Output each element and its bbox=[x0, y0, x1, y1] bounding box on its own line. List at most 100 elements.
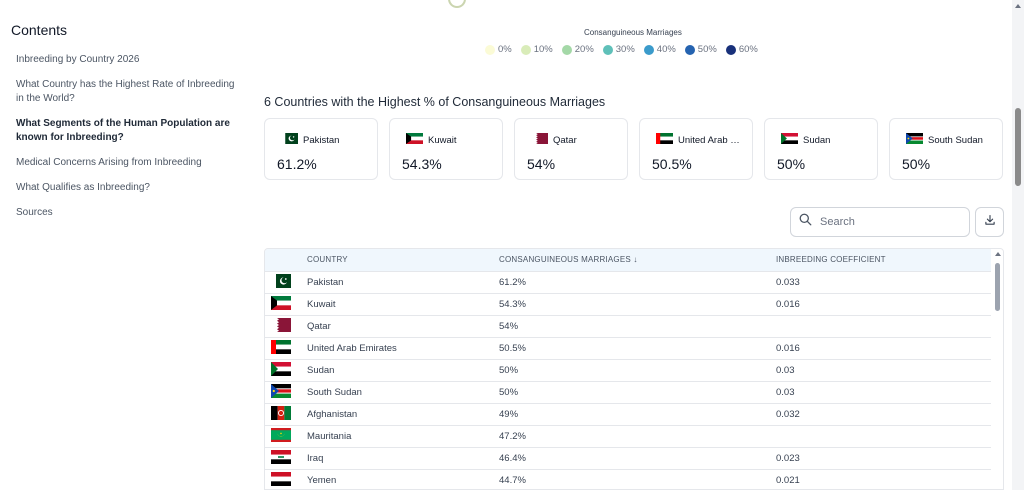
toc-link-4[interactable]: Medical Concerns Arising from Inbreeding bbox=[16, 157, 202, 168]
row-inbreeding-coefficient: 0.032 bbox=[776, 402, 993, 425]
row-consanguineous-marriages: 54.3% bbox=[499, 292, 776, 315]
row-inbreeding-coefficient: 0.016 bbox=[776, 336, 993, 359]
card-header: United Arab E... bbox=[652, 133, 742, 147]
legend-item[interactable]: 0% bbox=[485, 44, 512, 55]
table-row[interactable]: Iraq 46.4% 0.023 bbox=[265, 446, 993, 469]
row-flag-cell bbox=[265, 336, 307, 359]
toc-link-3[interactable]: What Segments of the Human Population ar… bbox=[16, 118, 230, 143]
legend-item[interactable]: 50% bbox=[684, 44, 717, 55]
toc-link-5[interactable]: What Qualifies as Inbreeding? bbox=[16, 182, 150, 193]
row-consanguineous-marriages: 61.2% bbox=[499, 270, 776, 293]
legend-label: 50% bbox=[697, 44, 717, 55]
table-scroll-thumb[interactable] bbox=[995, 263, 1000, 311]
flag-uae-icon bbox=[271, 339, 291, 357]
legend-label: 20% bbox=[574, 44, 594, 55]
flag-uae-icon bbox=[656, 133, 673, 147]
country-card: Pakistan 61.2% bbox=[264, 118, 378, 180]
toc-link-2[interactable]: What Country has the Highest Rate of Inb… bbox=[16, 79, 235, 104]
table-header-row: COUNTRY CONSANGUINEOUS MARRIAGES ↓ INBRE… bbox=[265, 249, 993, 271]
row-country: Iraq bbox=[307, 446, 499, 469]
table-row[interactable]: Mauritania 47.2% bbox=[265, 424, 993, 447]
card-value: 50.5% bbox=[652, 156, 692, 172]
row-country: Kuwait bbox=[307, 292, 499, 315]
data-table-container: COUNTRY CONSANGUINEOUS MARRIAGES ↓ INBRE… bbox=[264, 248, 1004, 490]
toc-link-6[interactable]: Sources bbox=[16, 207, 53, 218]
flag-iraq-icon bbox=[271, 449, 291, 467]
download-button[interactable] bbox=[975, 207, 1004, 237]
legend-item[interactable]: 30% bbox=[602, 44, 635, 55]
row-consanguineous-marriages: 50.5% bbox=[499, 336, 776, 359]
legend-swatch bbox=[561, 44, 572, 55]
page-scroll-up-icon[interactable] bbox=[1015, 4, 1021, 8]
table-row[interactable]: South Sudan 50% 0.03 bbox=[265, 380, 993, 403]
legend-label: 0% bbox=[498, 44, 512, 55]
legend-item[interactable]: 40% bbox=[643, 44, 676, 55]
country-card: Sudan 50% bbox=[764, 118, 878, 180]
legend-item[interactable]: 10% bbox=[520, 44, 553, 55]
table-row[interactable]: Afghanistan 49% 0.032 bbox=[265, 402, 993, 425]
table-row[interactable]: United Arab Emirates 50.5% 0.016 bbox=[265, 336, 993, 359]
table-scrollbar[interactable] bbox=[991, 249, 1003, 489]
table-scroll-up-icon[interactable] bbox=[995, 252, 1001, 256]
row-consanguineous-marriages: 49% bbox=[499, 402, 776, 425]
page-scroll-thumb[interactable] bbox=[1015, 108, 1021, 186]
card-country-name: Qatar bbox=[553, 134, 577, 146]
table-row[interactable]: Kuwait 54.3% 0.016 bbox=[265, 292, 993, 315]
card-header: Pakistan bbox=[277, 133, 367, 147]
data-table: COUNTRY CONSANGUINEOUS MARRIAGES ↓ INBRE… bbox=[265, 249, 993, 489]
row-country: United Arab Emirates bbox=[307, 336, 499, 359]
card-country-name: Sudan bbox=[803, 134, 831, 146]
header-inbreeding-coefficient[interactable]: INBREEDING COEFFICIENT bbox=[776, 249, 993, 271]
row-inbreeding-coefficient: 0.021 bbox=[776, 468, 993, 489]
page-scrollbar[interactable] bbox=[1012, 0, 1024, 490]
row-country: South Sudan bbox=[307, 380, 499, 403]
table-row[interactable]: Sudan 50% 0.03 bbox=[265, 358, 993, 381]
row-country: Mauritania bbox=[307, 424, 499, 447]
row-inbreeding-coefficient: 0.03 bbox=[776, 358, 993, 381]
flag-sudan-icon bbox=[271, 361, 291, 379]
row-consanguineous-marriages: 54% bbox=[499, 314, 776, 337]
country-card: Kuwait 54.3% bbox=[389, 118, 503, 180]
row-flag-cell bbox=[265, 380, 307, 403]
flag-yemen-icon bbox=[271, 471, 291, 489]
legend-item[interactable]: 20% bbox=[561, 44, 594, 55]
row-consanguineous-marriages: 50% bbox=[499, 358, 776, 381]
row-consanguineous-marriages: 44.7% bbox=[499, 468, 776, 489]
row-country: Afghanistan bbox=[307, 402, 499, 425]
flag-pakistan-icon bbox=[271, 273, 291, 291]
country-card: South Sudan 50% bbox=[889, 118, 1003, 180]
top-countries-cards: Pakistan 61.2% Kuwait 54.3% Qatar 54% United A… bbox=[264, 118, 1003, 180]
search-input[interactable] bbox=[820, 216, 960, 228]
row-flag-cell bbox=[265, 358, 307, 381]
flag-pakistan-icon bbox=[281, 133, 298, 147]
section-title: 6 Countries with the Highest % of Consan… bbox=[264, 95, 606, 109]
header-consanguineous-marriages[interactable]: CONSANGUINEOUS MARRIAGES ↓ bbox=[499, 249, 776, 271]
legend-swatch bbox=[684, 44, 695, 55]
legend-label: 30% bbox=[615, 44, 635, 55]
card-header: Qatar bbox=[527, 133, 617, 147]
flag-afghanistan-icon bbox=[271, 405, 291, 423]
card-header: Kuwait bbox=[402, 133, 492, 147]
toc-list: Inbreeding by Country 2026 What Country h… bbox=[11, 53, 250, 220]
row-inbreeding-coefficient: 0.03 bbox=[776, 380, 993, 403]
row-flag-cell bbox=[265, 468, 307, 489]
card-country-name: Kuwait bbox=[428, 134, 457, 146]
card-value: 61.2% bbox=[277, 156, 317, 172]
flag-mauritania-icon bbox=[271, 427, 291, 445]
row-flag-cell bbox=[265, 446, 307, 469]
legend-swatch bbox=[520, 44, 531, 55]
toc-link-1[interactable]: Inbreeding by Country 2026 bbox=[16, 54, 140, 65]
table-row[interactable]: Qatar 54% bbox=[265, 314, 993, 337]
header-country[interactable]: COUNTRY bbox=[307, 249, 499, 271]
search-box[interactable] bbox=[790, 207, 970, 237]
legend-item[interactable]: 60% bbox=[725, 44, 758, 55]
table-row[interactable]: Yemen 44.7% 0.021 bbox=[265, 468, 993, 489]
card-header: South Sudan bbox=[902, 133, 992, 147]
card-header: Sudan bbox=[777, 133, 867, 147]
legend-title: Consanguineous Marriages bbox=[584, 28, 682, 37]
row-flag-cell bbox=[265, 314, 307, 337]
legend-label: 40% bbox=[656, 44, 676, 55]
card-country-name: South Sudan bbox=[928, 134, 983, 146]
row-consanguineous-marriages: 46.4% bbox=[499, 446, 776, 469]
table-row[interactable]: Pakistan 61.2% 0.033 bbox=[265, 270, 993, 293]
